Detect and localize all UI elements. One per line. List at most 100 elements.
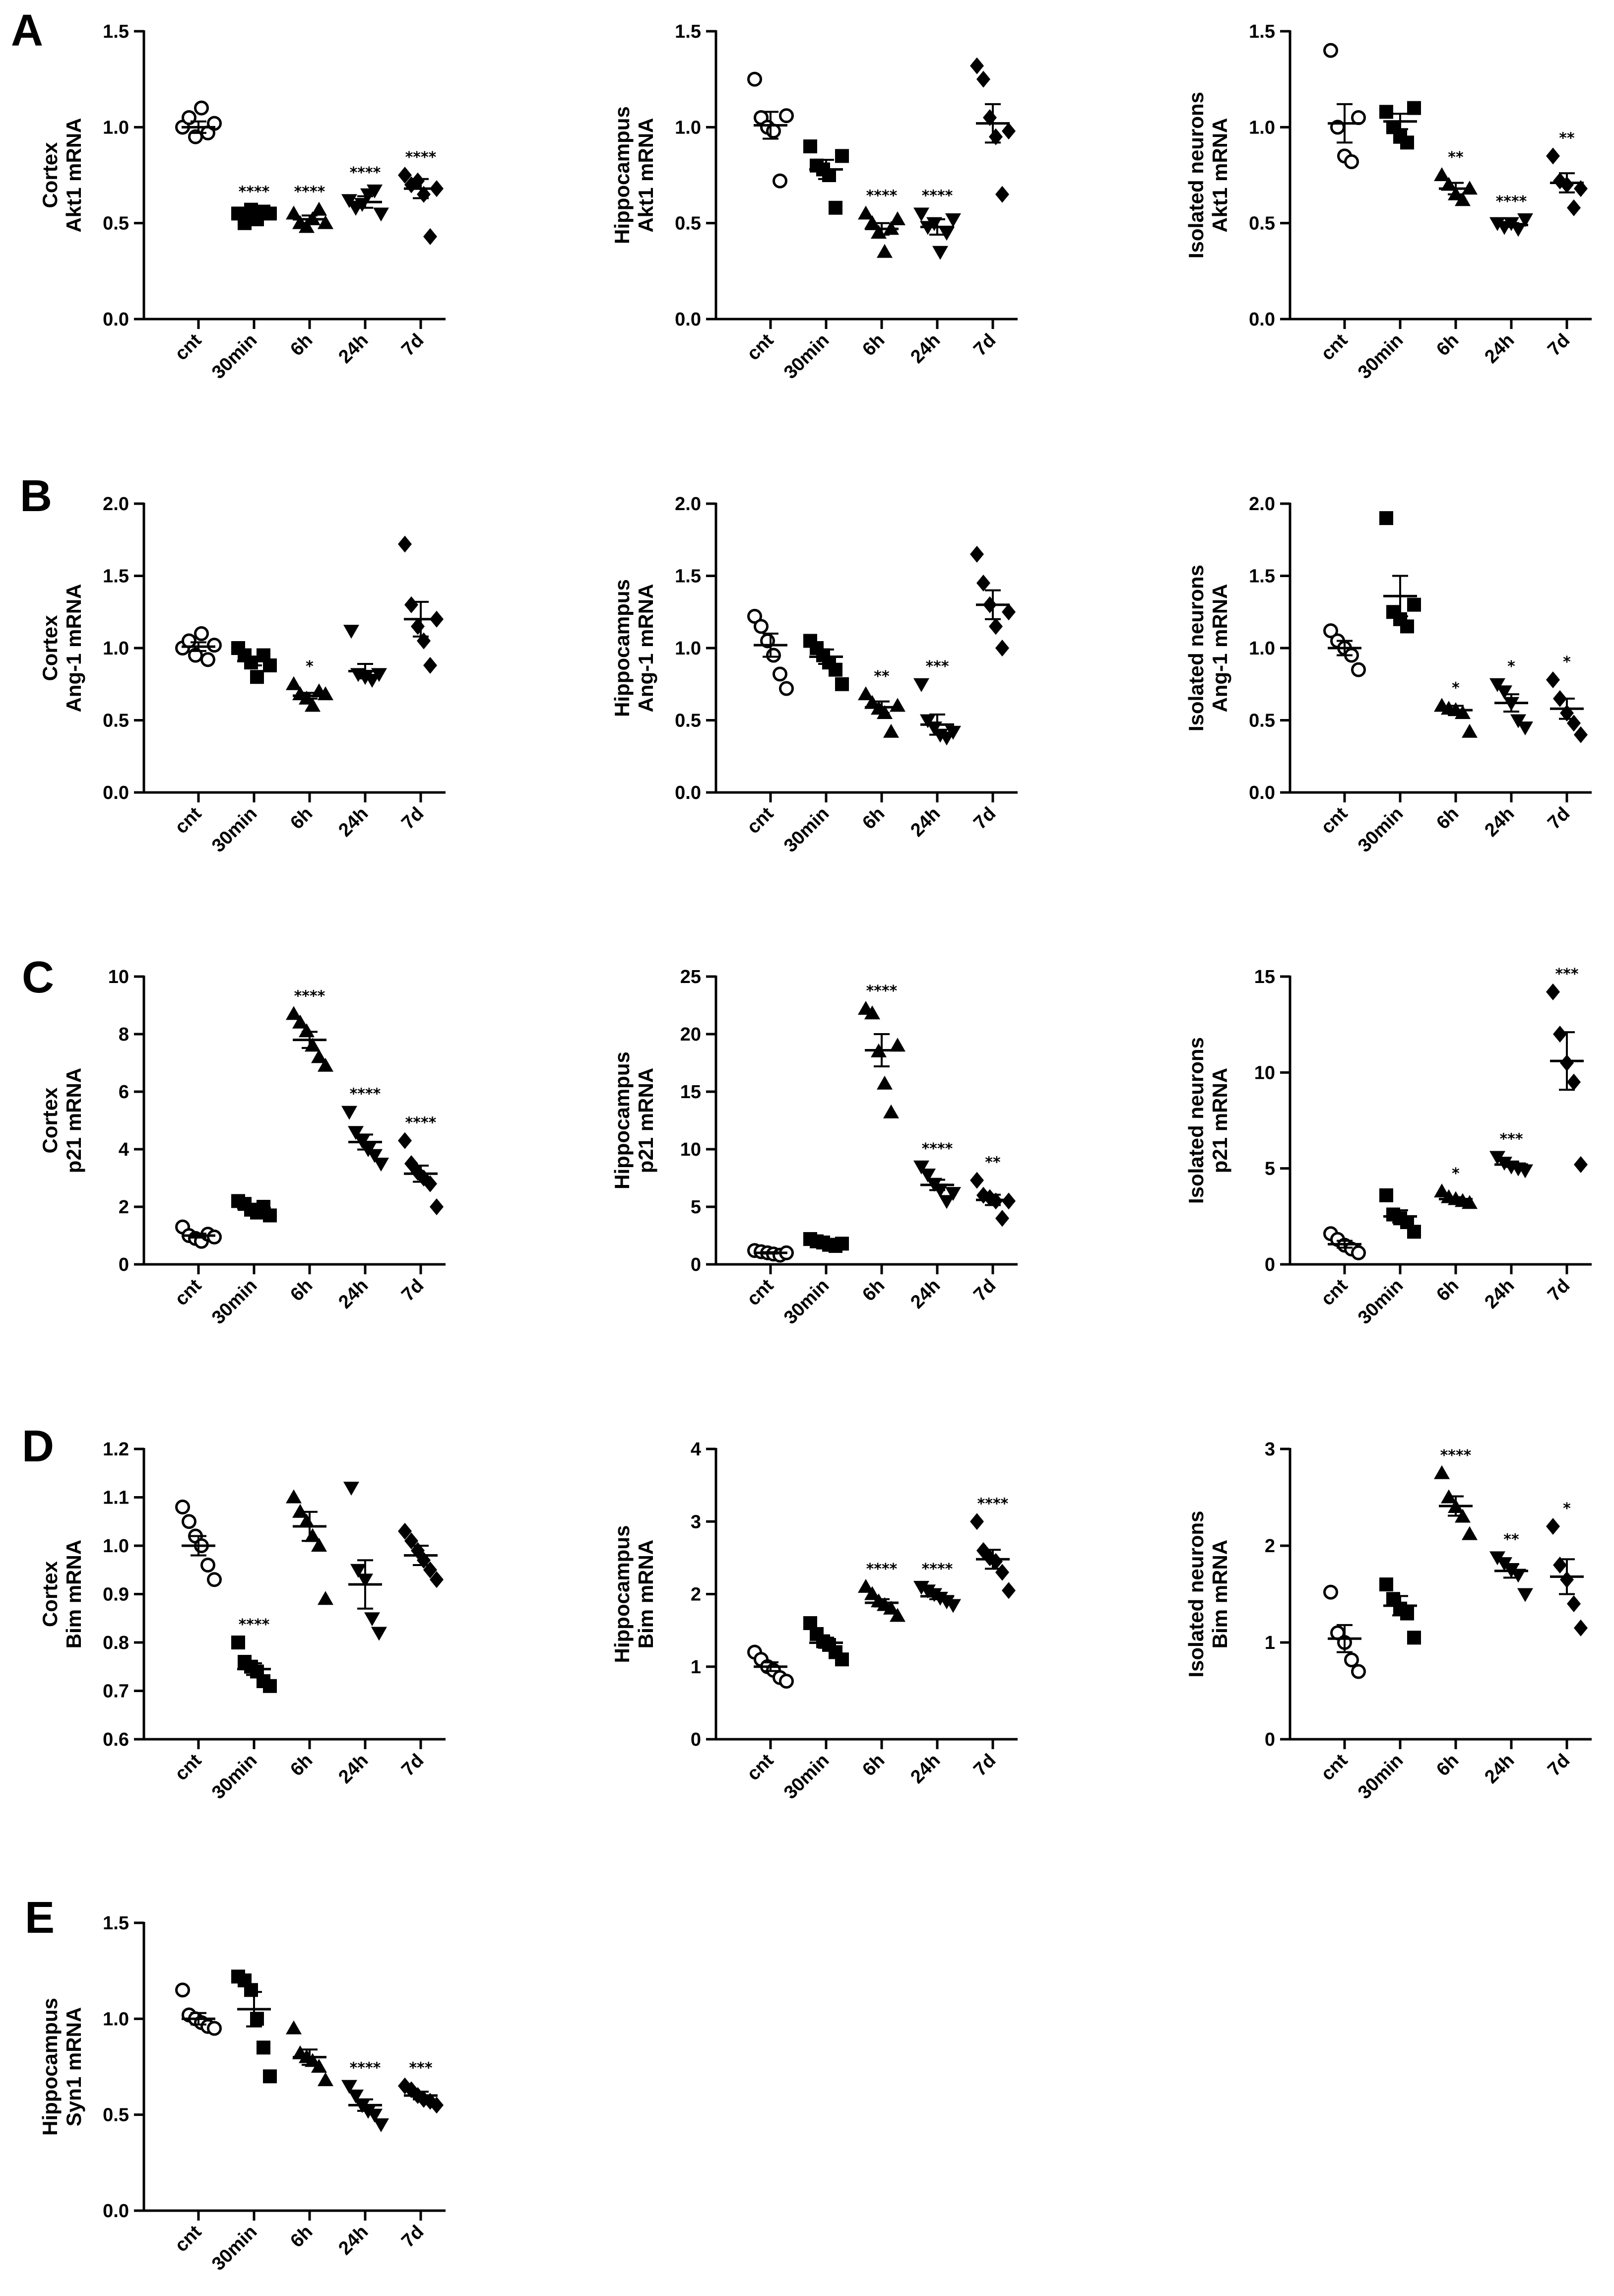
- x-tick-label-30min: 30min: [208, 330, 261, 383]
- y-tick-label: 5: [1265, 1159, 1275, 1180]
- x-tick-label-cnt: cnt: [171, 329, 205, 364]
- data-point: [1510, 1569, 1526, 1583]
- data-point: [1553, 1557, 1567, 1574]
- y-axis-label-region: Cortex: [38, 142, 62, 208]
- x-tick-label-7d: 7d: [397, 2222, 428, 2252]
- data-point: [1323, 623, 1338, 639]
- panel-letter-d: D: [22, 1422, 54, 1471]
- data-point: [244, 656, 258, 670]
- data-point: [423, 656, 437, 674]
- data-point: [318, 215, 333, 229]
- x-tick-label-24h: 24h: [1481, 330, 1518, 368]
- data-point: [430, 1571, 444, 1588]
- data-point: [970, 1172, 984, 1189]
- data-point: [398, 1522, 412, 1540]
- data-point: [1434, 167, 1450, 181]
- data-point: [1351, 110, 1366, 125]
- data-point: [835, 677, 849, 691]
- data-point: [305, 698, 321, 712]
- y-tick-label: 1.5: [103, 566, 129, 587]
- y-tick-label: 0.0: [675, 309, 701, 330]
- y-tick-label: 0.5: [103, 2105, 129, 2126]
- y-axis-label-region: Isolated neurons: [1184, 1510, 1208, 1677]
- chart-c3: 0 5 10 15 Isolated neurons p21 mRNA cnt 30min 6h…: [1184, 966, 1592, 1328]
- data-point: [1517, 722, 1533, 736]
- data-point: [244, 1983, 258, 1997]
- data-point: [417, 632, 431, 650]
- y-tick-label: 1.0: [1249, 638, 1275, 659]
- y-axis-label-measure: Bim mRNA: [62, 1540, 85, 1648]
- data-point: [1400, 619, 1414, 634]
- data-point: [1510, 714, 1526, 728]
- data-point: [207, 638, 222, 653]
- data-point: [292, 1504, 308, 1518]
- data-point: [803, 139, 817, 153]
- x-tick-label-24h: 24h: [334, 1750, 372, 1788]
- y-axis-label-region: Hippocampus: [38, 1998, 62, 2136]
- data-point: [263, 206, 277, 221]
- significance-label: ***: [925, 658, 949, 675]
- x-tick-label-cnt: cnt: [1317, 803, 1352, 838]
- data-point: [1546, 1518, 1560, 1535]
- y-tick-label: 0: [119, 1254, 129, 1275]
- y-tick-label: 1.0: [103, 117, 129, 138]
- x-tick-label-7d: 7d: [1544, 1750, 1574, 1780]
- chart-d2: 0 1 2 3 4 Hippocampus Bim mRNA cnt 30min 6h **** 24…: [610, 1439, 1018, 1803]
- data-point: [238, 216, 252, 230]
- x-tick-label-7d: 7d: [397, 803, 428, 834]
- data-point: [286, 205, 302, 220]
- y-axis-label-measure: Akt1 mRNA: [62, 118, 85, 232]
- significance-label: ****: [405, 1115, 437, 1132]
- data-point: [348, 1126, 364, 1140]
- data-point: [995, 186, 1009, 203]
- y-tick-label: 3: [1265, 1439, 1275, 1460]
- data-point: [883, 723, 899, 738]
- data-point: [1517, 1164, 1533, 1179]
- data-point: [1489, 678, 1505, 692]
- data-point: [364, 1612, 380, 1627]
- y-tick-label: 2: [1265, 1536, 1275, 1557]
- data-point: [311, 1049, 327, 1063]
- x-tick-label-6h: 6h: [858, 1750, 889, 1780]
- significance-label: ***: [1499, 1130, 1523, 1148]
- significance-label: ****: [1496, 193, 1527, 210]
- y-tick-label: 0.0: [1249, 309, 1275, 330]
- data-point: [1517, 1588, 1533, 1602]
- y-axis-label-measure: Akt1 mRNA: [634, 118, 657, 232]
- data-point: [343, 625, 359, 639]
- data-point: [995, 1210, 1009, 1227]
- data-point: [194, 626, 209, 641]
- x-tick-label-7d: 7d: [969, 1750, 1000, 1780]
- y-tick-label: 8: [119, 1024, 129, 1045]
- significance-label: ****: [239, 1616, 270, 1634]
- x-tick-label-6h: 6h: [1432, 1275, 1463, 1306]
- y-axis-label-region: Cortex: [38, 615, 62, 681]
- y-tick-label: 1.0: [1249, 117, 1275, 138]
- data-point: [779, 1674, 794, 1689]
- x-tick-label-6h: 6h: [858, 803, 889, 834]
- data-point: [747, 608, 762, 624]
- data-point: [890, 211, 905, 225]
- data-point: [263, 1679, 277, 1693]
- data-point: [367, 1149, 383, 1163]
- y-tick-label: 4: [691, 1439, 701, 1460]
- data-point: [1455, 192, 1471, 206]
- data-point: [754, 619, 769, 634]
- data-point: [175, 1982, 190, 1998]
- significance-label: ****: [922, 1561, 953, 1578]
- data-point: [398, 1132, 412, 1149]
- data-point: [945, 213, 961, 227]
- data-point: [1546, 147, 1560, 165]
- x-tick-label-7d: 7d: [397, 1275, 428, 1306]
- y-tick-label: 6: [119, 1082, 129, 1103]
- data-point: [404, 596, 418, 613]
- y-tick-label: 0.0: [675, 783, 701, 803]
- data-point: [773, 666, 787, 682]
- data-point: [1462, 1195, 1478, 1209]
- data-point: [835, 149, 849, 163]
- x-tick-label-cnt: cnt: [171, 1275, 205, 1310]
- data-point: [920, 714, 936, 728]
- data-point: [1407, 597, 1421, 612]
- data-point: [864, 1586, 880, 1600]
- y-axis-label-measure: Bim mRNA: [1208, 1540, 1231, 1648]
